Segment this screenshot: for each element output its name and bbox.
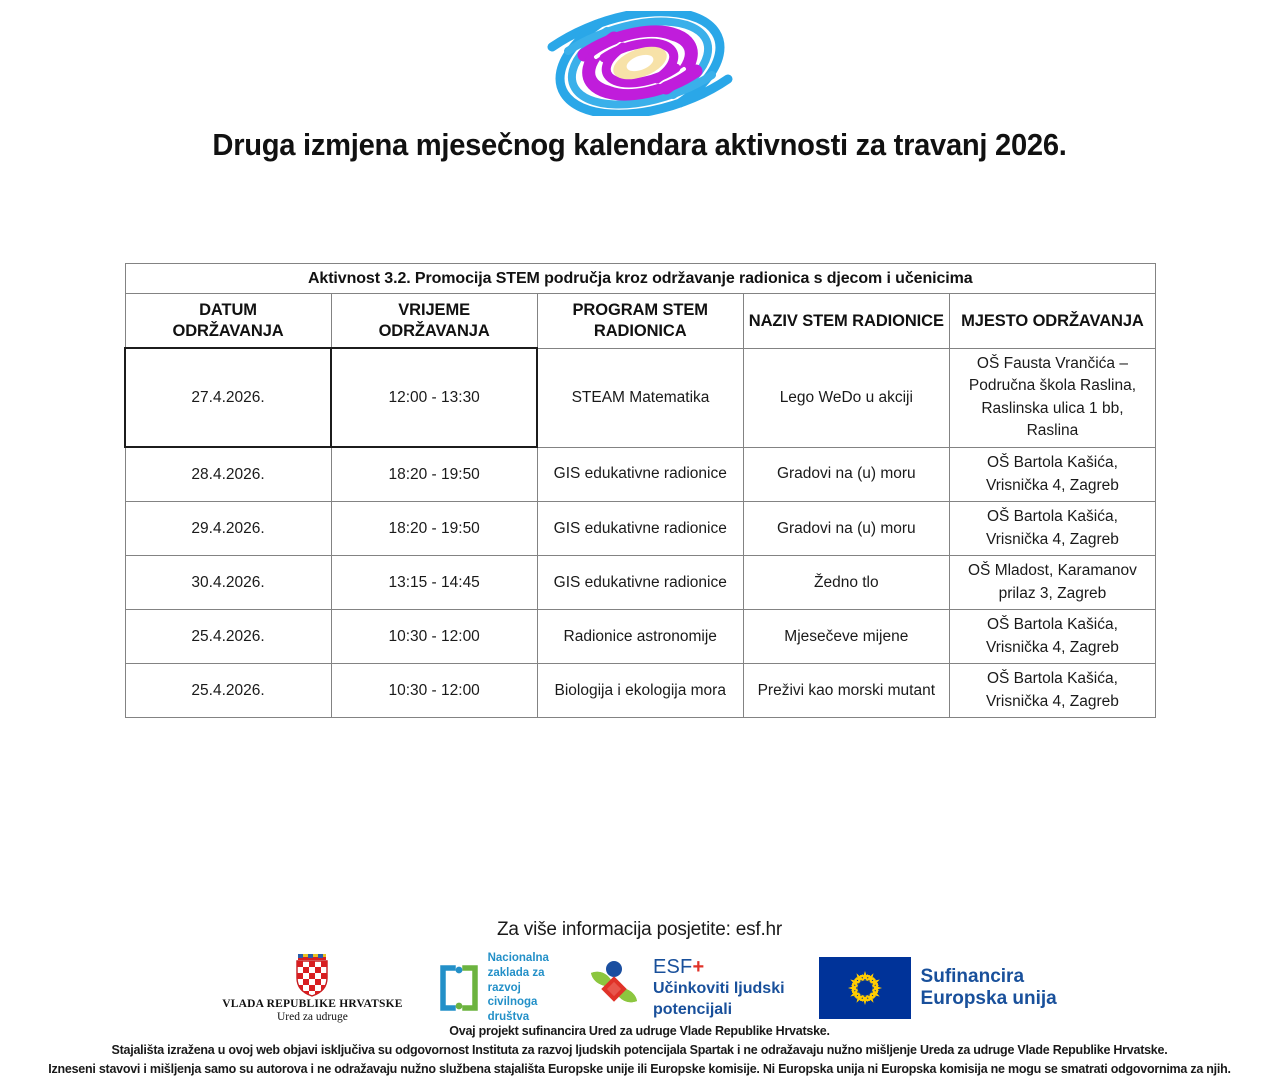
zaklada-line1: Nacionalna [487, 952, 549, 965]
galaxy-spiral-logo [547, 10, 732, 116]
column-header-vrijeme-line2: ODRŽAVANJA [378, 321, 490, 340]
zaklada-line4: civilnoga [487, 996, 538, 1009]
esf-title: ESF [652, 956, 693, 979]
column-header-program-line2: RADIONICA [593, 322, 687, 341]
cell-program: Radionice astronomije [536, 609, 744, 665]
cell-naziv: Mjesečeve mijene [742, 609, 950, 665]
cell-program: Biologija i ekologija mora [536, 663, 744, 719]
esf-title-plus: + [692, 956, 705, 979]
disclaimer-line1: Ovaj projekt sufinancira Ured za udruge … [449, 1024, 830, 1038]
footer-logo-strip: VLADA REPUBLIKE HRVATSKE Ured za udruge … [0, 946, 1279, 1030]
cell-mjesto: OŠ Bartola Kašića, Vrisnička 4, Zagreb [948, 663, 1157, 719]
cell-datum: 28.4.2026. [124, 446, 332, 503]
cell-program: GIS edukativne radionice [536, 555, 744, 611]
page-title: Druga izmjena mjesečnog kalendara aktivn… [212, 127, 1067, 162]
table-head: Aktivnost 3.2. Promocija STEM područja k… [124, 262, 1157, 349]
cell-naziv: Gradovi na (u) moru [742, 446, 950, 503]
zaklada-line5: društva [487, 1011, 530, 1024]
cell-vrijeme: 10:30 - 12:00 [330, 663, 538, 719]
column-header-datum-line1: DATUM [199, 301, 257, 320]
croatian-coat-of-arms-icon [296, 954, 329, 997]
column-header-row: DATUM ODRŽAVANJA VRIJEME ODRŽAVANJA PROG… [124, 293, 1157, 349]
cell-mjesto: OŠ Bartola Kašića, Vrisnička 4, Zagreb [948, 609, 1157, 665]
table-body: 27.4.2026. 12:00 - 13:30 STEAM Matematik… [123, 347, 1157, 719]
calendar-table-wrapper: Aktivnost 3.2. Promocija STEM područja k… [123, 262, 1157, 719]
column-header-vrijeme: VRIJEME ODRŽAVANJA [330, 293, 538, 349]
column-header-datum-line2: ODRŽAVANJA [172, 321, 284, 340]
esf-sub-line2: potencijali [652, 1001, 733, 1018]
table-row: 29.4.2026. 18:20 - 19:50 GIS edukativne … [124, 501, 1157, 557]
eu-flag-icon [818, 957, 911, 1019]
zaklada-line2: zaklada za [487, 966, 545, 979]
more-info-line: Za više informacija posjetite: esf.hr [496, 919, 783, 940]
table-row: 28.4.2026. 18:20 - 19:50 GIS edukativne … [124, 446, 1157, 503]
brackets-icon [439, 965, 478, 1011]
cell-naziv: Gradovi na (u) moru [742, 501, 950, 557]
activity-title: Aktivnost 3.2. Promocija STEM područja k… [124, 262, 1156, 295]
cell-program: GIS edukativne radionice [536, 446, 744, 503]
cell-datum: 25.4.2026. [124, 609, 332, 665]
cell-mjesto: OŠ Mladost, Karamanov prilaz 3, Zagreb [948, 555, 1157, 611]
zaklada-line3: razvoj [487, 981, 521, 994]
brand-logo [0, 8, 1279, 118]
column-header-vrijeme-line1: VRIJEME [398, 301, 471, 320]
cell-vrijeme: 10:30 - 12:00 [330, 609, 538, 665]
column-header-datum: DATUM ODRŽAVANJA [124, 293, 332, 349]
esf-sub-line1: Učinkoviti ljudski [652, 980, 785, 998]
cell-mjesto: OŠ Fausta Vrančića – Područna škola Rasl… [948, 347, 1157, 448]
table-row: 27.4.2026. 12:00 - 13:30 STEAM Matematik… [123, 347, 1157, 449]
activity-title-row: Aktivnost 3.2. Promocija STEM područja k… [124, 262, 1156, 295]
cell-mjesto: OŠ Bartola Kašića, Vrisnička 4, Zagreb [948, 446, 1157, 503]
cell-naziv: Preživi kao morski mutant [742, 663, 950, 719]
cell-datum: 27.4.2026. [123, 347, 333, 449]
column-header-naziv: NAZIV STEM RADIONICE [742, 293, 950, 349]
cell-datum: 25.4.2026. [124, 663, 332, 719]
cell-datum: 29.4.2026. [124, 501, 332, 557]
disclaimer-line2: Stajališta izražena u ovoj web objavi is… [111, 1043, 1168, 1057]
column-header-program-line1: PROGRAM STEM [572, 301, 708, 320]
logo-nacionalna-zaklada: Nacionalna zaklada za razvoj civilnoga d… [437, 951, 549, 1025]
activity-calendar-table: Aktivnost 3.2. Promocija STEM područja k… [123, 262, 1157, 719]
cell-vrijeme: 18:20 - 19:50 [330, 501, 538, 557]
logo-vlada-republike-hrvatske: VLADA REPUBLIKE HRVATSKE Ured za udruge [222, 953, 402, 1023]
table-row: 30.4.2026. 13:15 - 14:45 GIS edukativne … [124, 555, 1157, 611]
esf-title-row: ESF+ [653, 956, 785, 978]
cell-vrijeme: 12:00 - 13:30 [330, 347, 539, 449]
cell-naziv: Lego WeDo u akciji [742, 347, 950, 448]
cell-vrijeme: 18:20 - 19:50 [330, 446, 538, 503]
cell-program: GIS edukativne radionice [536, 501, 744, 557]
cell-datum: 30.4.2026. [124, 555, 332, 611]
table-row: 25.4.2026. 10:30 - 12:00 Radionice astro… [124, 609, 1157, 665]
column-header-mjesto: MJESTO ODRŽAVANJA [948, 293, 1157, 349]
cell-naziv: Žedno tlo [742, 555, 950, 611]
cell-vrijeme: 13:15 - 14:45 [330, 555, 538, 611]
disclaimer-line3: Izneseni stavovi i mišljenja samo su aut… [48, 1062, 1231, 1076]
cell-mjesto: OŠ Bartola Kašića, Vrisnička 4, Zagreb [948, 501, 1157, 557]
column-header-program: PROGRAM STEM RADIONICA [536, 293, 744, 349]
esf-text: ESF+ Učinkoviti ljudski potencijali [653, 956, 785, 1020]
esf-pinwheel-icon [590, 961, 637, 1003]
vlada-line2: Ured za udruge [276, 1011, 348, 1023]
eu-text: Sufinancira Europska unija [921, 966, 1057, 1011]
eu-line1: Sufinancira [920, 965, 1025, 987]
table-row: 25.4.2026. 10:30 - 12:00 Biologija i eko… [124, 663, 1157, 719]
disclaimer-block: Ovaj projekt sufinancira Ured za udruge … [0, 1022, 1279, 1079]
cell-program: STEAM Matematika [536, 347, 744, 448]
vlada-line1: VLADA REPUBLIKE HRVATSKE [222, 998, 403, 1010]
zaklada-text: Nacionalna zaklada za razvoj civilnoga d… [488, 951, 549, 1025]
logo-esf: ESF+ Učinkoviti ljudski potencijali [583, 956, 785, 1020]
logo-europska-unija: Sufinancira Europska unija [818, 957, 1057, 1019]
eu-line2: Europska unija [920, 988, 1057, 1009]
